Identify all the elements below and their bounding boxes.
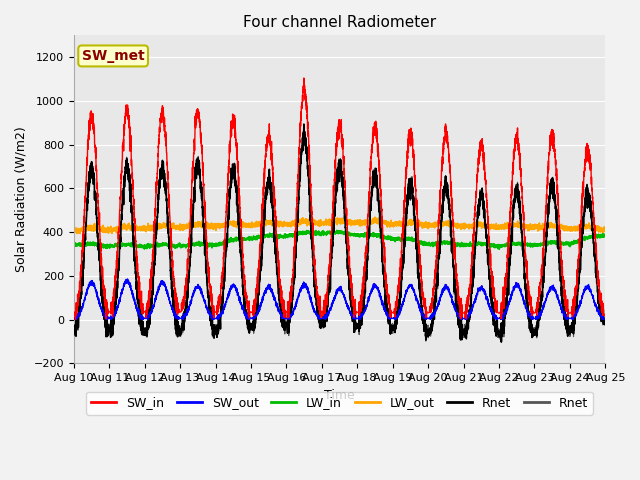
SW_in (489, 273, 497, 279)
SW_in (602, 313, 609, 319)
Text: SW_met: SW_met (82, 49, 145, 63)
Y-axis label: Solar Radiation (W/m2): Solar Radiation (W/m2) (15, 126, 28, 272)
SW_in (459, 310, 467, 315)
SW_out (70, 316, 77, 322)
Rnet (70, 332, 77, 338)
SW_in (320, 311, 328, 317)
SW_out (320, 314, 328, 320)
Rnet (459, 331, 467, 337)
Rnet (429, 311, 437, 316)
LW_in (489, 243, 497, 249)
LW_out (70, 228, 77, 233)
SW_in (601, 313, 609, 319)
LW_out (459, 224, 467, 229)
LW_in (459, 242, 467, 248)
Rnet (601, 320, 609, 325)
Rnet (489, 302, 497, 308)
LW_out (602, 226, 609, 232)
SW_out (601, 316, 609, 322)
Rnet (70, 329, 77, 335)
Rnet (489, 300, 497, 305)
SW_out (489, 311, 497, 316)
LW_out (601, 228, 609, 233)
Rnet (429, 314, 437, 320)
Rnet (497, 339, 505, 345)
Legend: SW_in, SW_out, LW_in, LW_out, Rnet, Rnet: SW_in, SW_out, LW_in, LW_out, Rnet, Rnet (86, 392, 593, 415)
SW_in (72, 317, 79, 323)
LW_out (320, 219, 328, 225)
LW_in (601, 233, 609, 239)
Line: Rnet: Rnet (74, 124, 605, 342)
SW_in (429, 292, 437, 298)
Line: Rnet: Rnet (74, 125, 605, 341)
SW_out (429, 313, 437, 319)
SW_out (459, 315, 467, 321)
Rnet (320, 320, 328, 325)
Rnet (602, 318, 609, 324)
LW_out (73, 230, 81, 236)
Line: LW_in: LW_in (74, 230, 605, 249)
LW_in (602, 231, 609, 237)
Rnet (300, 122, 308, 128)
SW_in (166, 204, 173, 210)
Rnet (459, 329, 467, 335)
LW_out (166, 227, 173, 232)
Title: Four channel Radiometer: Four channel Radiometer (243, 15, 436, 30)
SW_in (70, 313, 77, 319)
SW_out (166, 299, 173, 304)
Rnet (320, 322, 328, 327)
LW_in (333, 228, 340, 233)
Rnet (602, 319, 609, 325)
Line: SW_out: SW_out (74, 279, 605, 320)
Rnet (422, 338, 429, 344)
SW_out (72, 317, 79, 323)
Line: LW_out: LW_out (74, 217, 605, 233)
LW_in (70, 243, 77, 249)
Line: SW_in: SW_in (74, 78, 605, 320)
LW_out (371, 214, 379, 220)
LW_in (429, 244, 437, 250)
SW_in (300, 75, 308, 81)
SW_out (602, 316, 609, 322)
LW_out (489, 224, 497, 230)
Rnet (601, 320, 609, 326)
LW_in (495, 246, 503, 252)
Rnet (300, 121, 308, 127)
Rnet (165, 237, 173, 242)
X-axis label: Time: Time (324, 389, 355, 402)
Rnet (165, 237, 173, 242)
LW_in (165, 242, 173, 248)
LW_in (319, 228, 327, 234)
LW_out (429, 222, 437, 228)
SW_out (124, 276, 131, 282)
